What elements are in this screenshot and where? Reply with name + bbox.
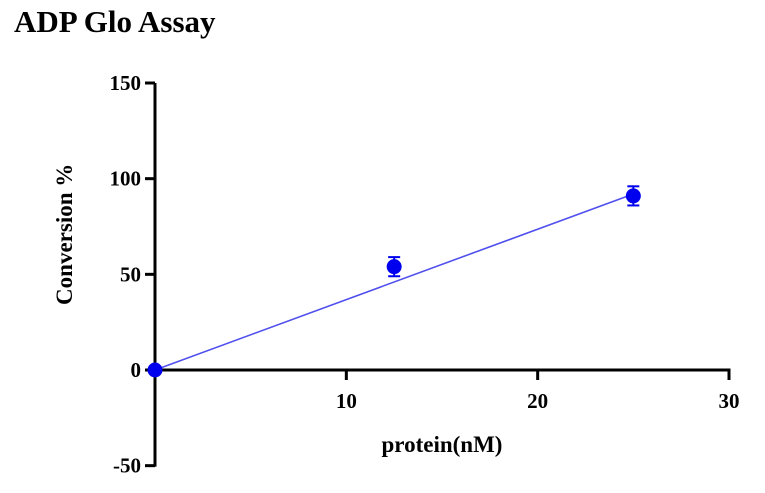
y-axis-title: Conversion % <box>52 164 77 305</box>
y-tick-label: 0 <box>131 358 142 382</box>
axes: 150 100 50 0 -50 10 20 30 <box>110 71 740 478</box>
y-tick-label: 150 <box>110 71 142 95</box>
chart-title: ADP Glo Assay <box>14 4 216 39</box>
y-tick-label: 100 <box>110 167 142 191</box>
x-tick-label: 10 <box>336 389 357 413</box>
fit-line <box>154 193 634 371</box>
x-tick-label: 30 <box>719 389 740 413</box>
y-tick-label: 50 <box>120 262 141 286</box>
data-point <box>625 188 641 204</box>
y-tick-label: -50 <box>113 454 141 478</box>
data-marks <box>147 185 641 378</box>
data-point <box>386 259 402 275</box>
data-point <box>147 362 163 378</box>
x-tick-label: 20 <box>527 389 548 413</box>
x-axis-title: protein(nM) <box>382 432 503 457</box>
